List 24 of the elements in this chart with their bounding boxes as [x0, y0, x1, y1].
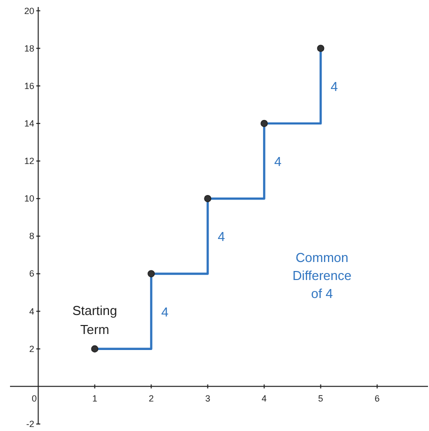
x-tick-label: 4 — [262, 393, 267, 404]
x-tick-label: 0 — [32, 393, 37, 404]
y-tick-label: 6 — [29, 268, 34, 279]
y-tick-label: 2 — [29, 344, 34, 354]
y-tick-label: 14 — [24, 118, 34, 128]
annotation: 4 — [161, 304, 168, 320]
y-tick-label: 12 — [24, 156, 34, 166]
y-tick-label: 16 — [24, 80, 34, 91]
x-tick-label: 2 — [148, 393, 154, 404]
y-tick-label: 4 — [29, 306, 34, 316]
annotation: 4 — [330, 78, 338, 94]
annotation: 4 — [274, 154, 282, 170]
annotation: 4 — [218, 229, 225, 244]
y-tick-label: 18 — [24, 43, 34, 54]
x-tick-label: 5 — [318, 393, 324, 404]
x-tick-label: 6 — [374, 393, 380, 404]
x-tick-label: 1 — [92, 393, 98, 404]
y-tick-label: 8 — [29, 231, 34, 242]
annotation: Common Difference of 4 — [292, 250, 352, 301]
y-tick-label: -2 — [26, 419, 34, 429]
x-tick-label: 3 — [205, 393, 210, 404]
y-tick-label: 10 — [24, 194, 34, 204]
annotation: Starting Term — [72, 302, 118, 337]
y-tick-label: 20 — [24, 6, 34, 16]
